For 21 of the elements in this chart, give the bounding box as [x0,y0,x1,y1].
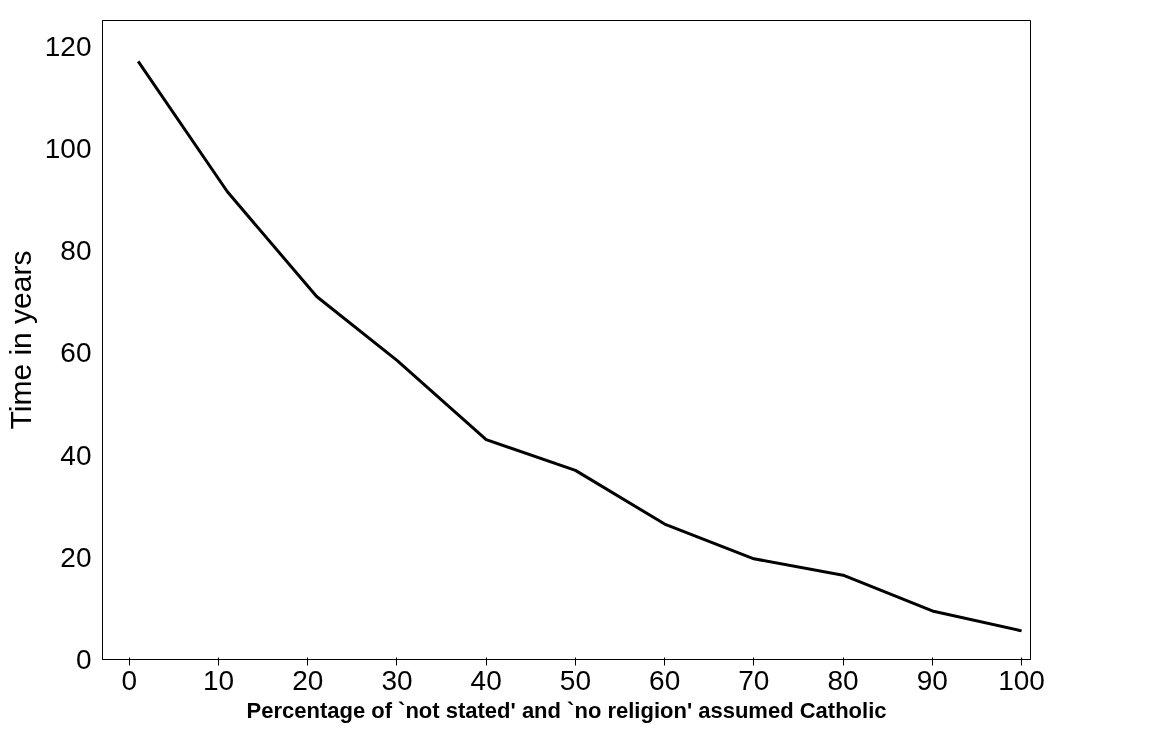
y-tick-label: 100 [44,132,92,164]
x-tick-label: 20 [292,664,324,696]
y-tick-label: 60 [60,337,92,369]
x-tick-label: 60 [649,664,681,696]
x-tick-label: 70 [738,664,770,696]
y-tick-label: 0 [75,644,92,675]
x-tick-label: 10 [202,664,235,696]
line-series [136,59,1024,633]
y-tick-label: 80 [60,235,92,267]
x-tick-label: 90 [916,664,948,696]
y-tick-label: 20 [60,541,92,573]
x-tick-label: 80 [827,664,859,696]
x-tick-label: 0 [121,664,138,696]
x-tick-label: 100 [998,664,1045,696]
x-tick-label: 40 [470,664,502,696]
y-axis-title: Time in years [3,250,37,430]
y-tick-label: 120 [44,30,92,62]
x-tick-label: 30 [381,664,413,696]
x-tick-label: 50 [559,664,592,696]
y-tick-label: 40 [60,439,92,471]
x-axis-title: Percentage of `not stated' and `no religion' assumed Catholic [246,697,887,723]
